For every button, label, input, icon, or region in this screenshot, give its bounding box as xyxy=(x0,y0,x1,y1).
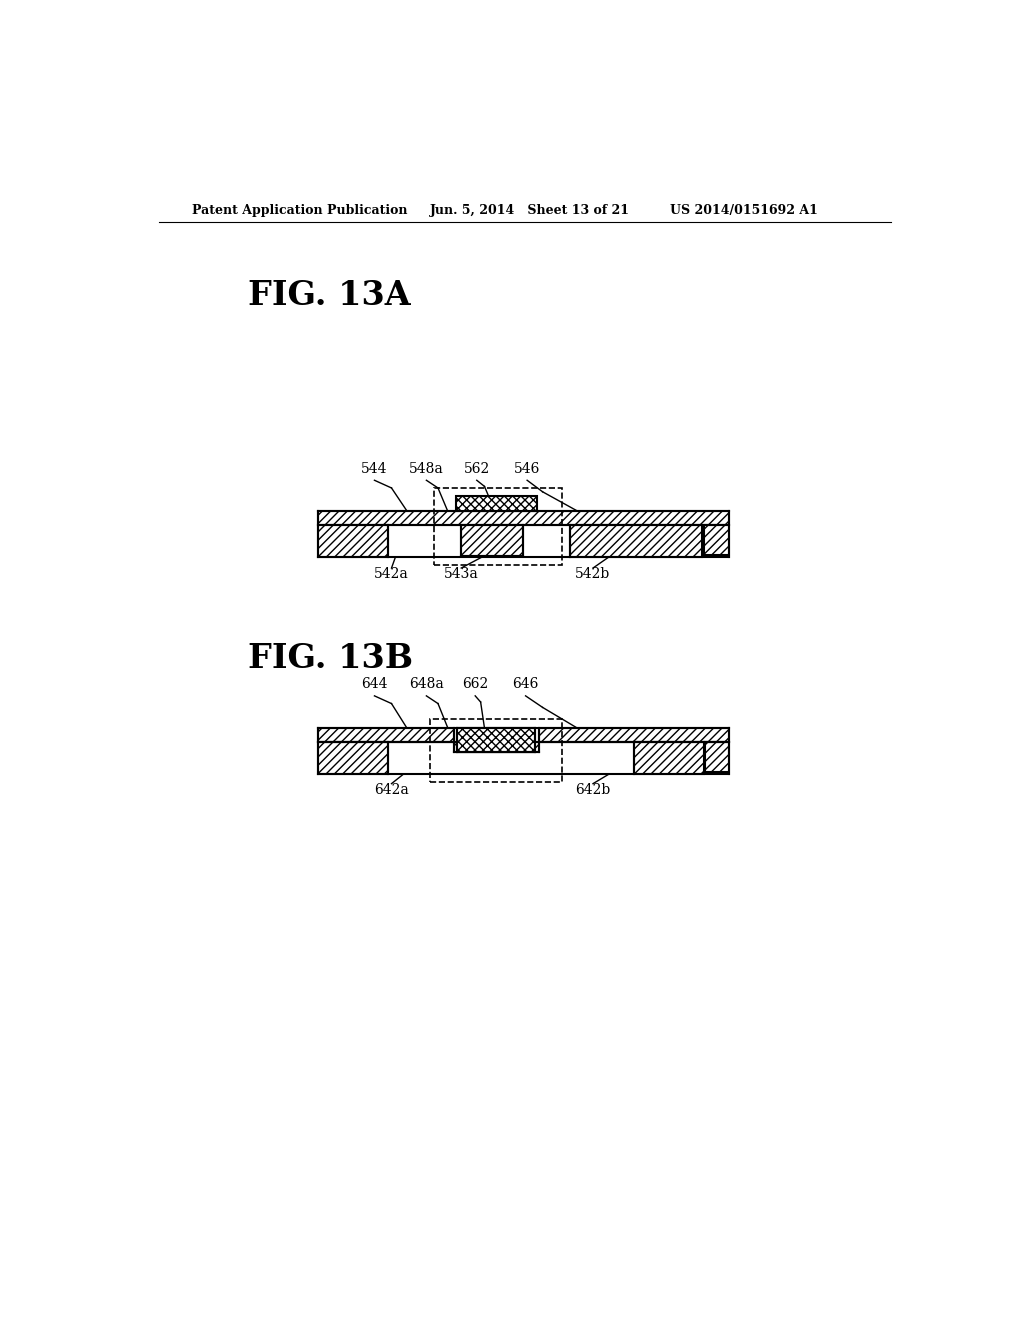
Bar xyxy=(454,742,539,752)
Text: 648a: 648a xyxy=(409,677,443,692)
Text: 544: 544 xyxy=(361,462,388,475)
Text: 646: 646 xyxy=(512,677,539,692)
Bar xyxy=(706,742,729,772)
Bar xyxy=(317,729,454,742)
Text: 546: 546 xyxy=(514,462,541,475)
Text: Jun. 5, 2014   Sheet 13 of 21: Jun. 5, 2014 Sheet 13 of 21 xyxy=(430,205,630,218)
Text: 542a: 542a xyxy=(374,568,409,581)
Text: 548a: 548a xyxy=(409,462,443,475)
Text: 543a: 543a xyxy=(443,568,478,581)
Text: Patent Application Publication: Patent Application Publication xyxy=(191,205,408,218)
Bar xyxy=(430,719,562,781)
Bar xyxy=(434,488,562,565)
Bar xyxy=(317,525,388,557)
Bar xyxy=(317,511,729,525)
Bar xyxy=(461,525,523,556)
Bar xyxy=(458,729,535,752)
Bar xyxy=(569,525,701,557)
Bar xyxy=(634,742,703,775)
Text: 562: 562 xyxy=(464,462,489,475)
Text: 642a: 642a xyxy=(374,783,409,797)
Text: FIG. 13A: FIG. 13A xyxy=(248,279,411,312)
Bar xyxy=(539,729,729,742)
Bar xyxy=(703,525,729,554)
Text: 542b: 542b xyxy=(575,568,610,581)
Text: 642b: 642b xyxy=(575,783,610,797)
Text: 662: 662 xyxy=(462,677,488,692)
Bar xyxy=(456,496,538,511)
Text: FIG. 13B: FIG. 13B xyxy=(248,643,414,676)
Text: 644: 644 xyxy=(361,677,388,692)
Text: US 2014/0151692 A1: US 2014/0151692 A1 xyxy=(671,205,818,218)
Bar xyxy=(317,742,388,775)
